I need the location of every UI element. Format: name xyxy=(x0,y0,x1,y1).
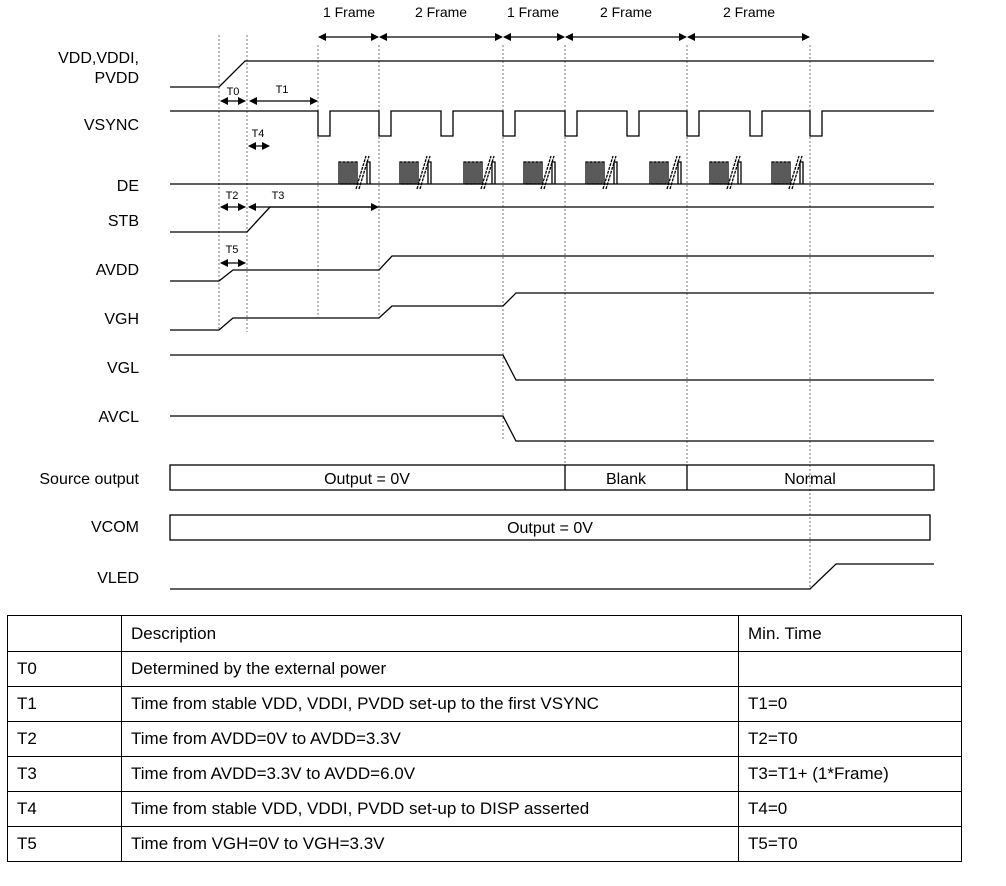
table-header-row: Description Min. Time xyxy=(7,615,962,652)
waveform-vsync xyxy=(170,110,934,137)
de-burst xyxy=(585,161,618,185)
de-break-mark xyxy=(416,155,431,190)
label-avcl: AVCL xyxy=(98,409,139,426)
frame-label: 1 Frame xyxy=(507,4,559,20)
header-cell: Description xyxy=(121,615,739,652)
de-break-mark xyxy=(480,155,495,190)
waveform-vgl xyxy=(170,354,934,381)
label-vgl: VGL xyxy=(107,360,139,377)
waveform-vdd xyxy=(170,60,934,88)
frame-label: 1 Frame xyxy=(323,4,375,20)
de-burst xyxy=(649,161,682,185)
timing-arrows: T0 T1 T4 T2 T3 T5 xyxy=(220,84,379,267)
table-row: T1 Time from stable VDD, VDDI, PVDD set-u… xyxy=(7,686,962,722)
header-cell: Min. Time xyxy=(738,615,962,652)
min-time-cell: T4=0 xyxy=(738,791,962,827)
t4-label: T4 xyxy=(252,128,265,140)
description-cell: Time from stable VDD, VDDI, PVDD set-up … xyxy=(121,791,739,827)
waveform-vled xyxy=(170,563,934,590)
frame-arrows: 1 Frame 2 Frame 1 Frame 2 Frame 2 Frame xyxy=(318,4,810,41)
de-break-mark xyxy=(355,155,370,190)
de-break-mark xyxy=(602,155,617,190)
header-cell xyxy=(7,615,122,652)
frame-label: 2 Frame xyxy=(415,4,467,20)
t2-label: T2 xyxy=(226,190,239,202)
vcom-bus: Output = 0V xyxy=(169,514,931,541)
waveform-avcl xyxy=(170,415,934,442)
param-cell: T4 xyxy=(7,791,122,827)
t1-label: T1 xyxy=(276,84,289,96)
label-stb: STB xyxy=(108,213,139,230)
min-time-cell: T5=T0 xyxy=(738,826,962,862)
label-vsync: VSYNC xyxy=(84,117,139,134)
min-time-cell: T2=T0 xyxy=(738,721,962,757)
param-cell: T5 xyxy=(7,826,122,862)
t0-label: T0 xyxy=(227,86,240,98)
description-cell: Time from AVDD=3.3V to AVDD=6.0V xyxy=(121,756,739,792)
label-pvdd: PVDD xyxy=(95,70,139,87)
source-state-blank: Blank xyxy=(606,471,647,488)
de-break-mark xyxy=(666,155,681,190)
description-cell: Determined by the external power xyxy=(121,651,739,687)
signal-labels: VDD,VDDI, PVDD VSYNC DE STB AVDD VGH VGL… xyxy=(39,50,139,587)
t5-label: T5 xyxy=(226,244,239,256)
table-row: T3 Time from AVDD=3.3V to AVDD=6.0V T3=T1+… xyxy=(7,756,962,792)
param-cell: T0 xyxy=(7,651,122,687)
min-time-cell xyxy=(738,651,962,687)
label-source-output: Source output xyxy=(39,471,139,488)
label-vled: VLED xyxy=(97,570,139,587)
label-de: DE xyxy=(117,178,139,195)
label-vdd: VDD,VDDI, xyxy=(58,50,139,67)
description-cell: Time from stable VDD, VDDI, PVDD set-up … xyxy=(121,686,739,722)
de-burst xyxy=(399,161,432,185)
source-state-normal: Normal xyxy=(784,471,836,488)
description-cell: Time from AVDD=0V to AVDD=3.3V xyxy=(121,721,739,757)
de-break-mark xyxy=(540,155,555,190)
source-state-output-0v: Output = 0V xyxy=(324,471,410,488)
de-burst xyxy=(771,161,804,185)
source-output-bus: Output = 0V Blank Normal xyxy=(169,464,935,491)
waveform-stb xyxy=(170,206,934,233)
min-time-cell: T3=T1+ (1*Frame) xyxy=(738,756,962,792)
min-time-cell: T1=0 xyxy=(738,686,962,722)
table-row: T0 Determined by the external power xyxy=(7,651,962,687)
de-burst xyxy=(463,161,496,185)
waveform-avdd xyxy=(170,255,934,282)
param-cell: T1 xyxy=(7,686,122,722)
de-burst xyxy=(338,161,371,185)
vcom-state: Output = 0V xyxy=(507,520,593,537)
param-cell: T3 xyxy=(7,756,122,792)
description-cell: Time from VGH=0V to VGH=3.3V xyxy=(121,826,739,862)
t3-label: T3 xyxy=(272,190,285,202)
label-vcom: VCOM xyxy=(91,519,139,536)
de-break-mark xyxy=(726,155,741,190)
label-avdd: AVDD xyxy=(96,262,139,279)
table-row: T4 Time from stable VDD, VDDI, PVDD set-u… xyxy=(7,791,962,827)
power-on-timing-diagram: 1 Frame 2 Frame 1 Frame 2 Frame 2 Frame … xyxy=(39,4,935,590)
timing-parameter-table: Description Min. Time T0 Determined by th… xyxy=(7,615,962,862)
vcom-box xyxy=(169,514,931,541)
source-output-box xyxy=(169,464,935,491)
de-break-mark xyxy=(788,155,803,190)
param-cell: T2 xyxy=(7,721,122,757)
table-row: T5 Time from VGH=0V to VGH=3.3V T5=T0 xyxy=(7,826,962,862)
table-row: T2 Time from AVDD=0V to AVDD=3.3V T2=T0 xyxy=(7,721,962,757)
label-vgh: VGH xyxy=(104,311,139,328)
waveform-vgh xyxy=(170,292,934,331)
waveform-de-bursts xyxy=(338,155,804,190)
de-burst xyxy=(523,161,556,185)
de-burst xyxy=(709,161,742,185)
frame-label: 2 Frame xyxy=(600,4,652,20)
frame-label: 2 Frame xyxy=(723,4,775,20)
